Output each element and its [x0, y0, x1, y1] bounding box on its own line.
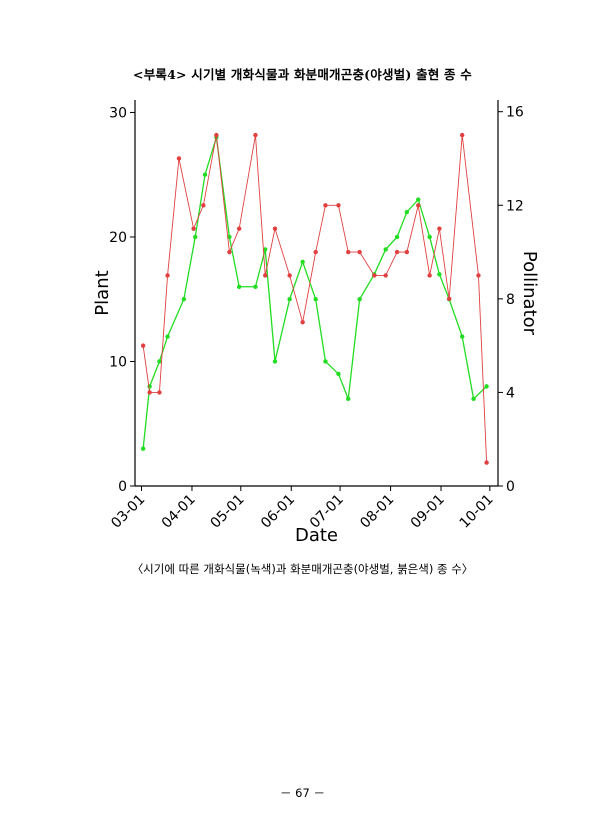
plant-point [313, 297, 318, 302]
pollinator-point [165, 273, 170, 278]
plot-area [140, 132, 489, 465]
plant-point [165, 334, 170, 339]
plant-point [471, 396, 476, 402]
y-tick-label-left: 0 [118, 479, 127, 495]
pollinator-point [346, 249, 351, 255]
plant-point [263, 247, 268, 252]
x-tick-label: 05-01 [208, 492, 248, 532]
x-tick-label: 08-01 [357, 492, 397, 532]
pollinator-point [357, 249, 362, 255]
pollinator-point [484, 460, 489, 465]
pollinator-point [404, 249, 410, 255]
plant-point [416, 197, 421, 202]
plant-point [484, 384, 489, 389]
pollinator-point [446, 296, 452, 302]
plant-point [253, 284, 258, 289]
plant-series-line [142, 137, 488, 449]
page-number: － 67 － [280, 786, 325, 800]
pollinator-point [383, 273, 388, 278]
plant-point [202, 172, 208, 177]
pollinator-point [272, 226, 278, 231]
pollinator-point [287, 273, 292, 278]
pollinator-point [253, 132, 258, 138]
pollinator-point [313, 249, 318, 255]
plant-point [383, 247, 388, 252]
y-tick-label-right: 16 [506, 105, 524, 121]
x-axis-label: Date [295, 525, 338, 546]
pollinator-point [191, 226, 196, 231]
plant-point [236, 284, 242, 289]
plant-point [459, 334, 465, 339]
plant-point [181, 297, 187, 302]
pollinator-point [427, 273, 432, 278]
plant-point [157, 359, 162, 364]
pollinator-point [416, 203, 421, 208]
x-tick-label: 04-01 [159, 492, 199, 532]
plant-point [437, 272, 442, 277]
x-tick-label: 09-01 [408, 492, 448, 532]
y-tick-label-right: 12 [506, 198, 524, 214]
y-tick-label-right: 4 [506, 385, 515, 401]
x-tick-label: 06-01 [258, 492, 298, 532]
y-axis-label-right: Pollinator [519, 251, 540, 336]
x-tick-label: 10-01 [457, 492, 497, 532]
pollinator-point [236, 226, 242, 231]
pollinator-point [263, 273, 268, 278]
pollinator-point [372, 273, 377, 278]
pollinator-point [476, 273, 481, 278]
pollinator-point [323, 203, 328, 208]
plant-point [287, 297, 292, 302]
plant-point [336, 371, 341, 377]
pollinator-point [176, 156, 182, 161]
plant-point [300, 259, 305, 265]
plant-point [323, 359, 328, 364]
pollinator-point [336, 203, 341, 208]
pollinator-point [459, 132, 465, 138]
plant-point [140, 446, 146, 451]
pollinator-point [147, 390, 152, 395]
plant-point [357, 297, 362, 302]
pollinator-point [201, 203, 206, 208]
plant-point [427, 234, 432, 240]
x-tick-label: 03-01 [108, 492, 148, 532]
plant-point [147, 384, 152, 389]
plant-point [394, 234, 400, 240]
plant-point [227, 234, 232, 240]
pollinator-point [394, 249, 400, 255]
figure-caption: 〈시기에 따른 개화식물(녹색)과 화분매개곤충(야생벌, 붉은색) 종 수〉 [131, 562, 474, 576]
plant-point [193, 234, 198, 240]
pollinator-point [227, 249, 232, 255]
plant-point [404, 209, 410, 215]
y-tick-label-left: 10 [109, 354, 127, 370]
pollinator-point [214, 132, 219, 138]
page-title: <부록4> 시기별 개화식물과 화분매개곤충(야생벌) 출현 종 수 [133, 67, 472, 82]
pollinator-point [157, 390, 162, 395]
plant-point [272, 359, 278, 364]
pollinator-point [437, 226, 442, 231]
y-axis-label-left: Plant [92, 270, 113, 315]
y-tick-label-right: 0 [506, 479, 515, 495]
y-tick-label-left: 20 [109, 230, 127, 246]
pollinator-point [140, 343, 146, 348]
plant-point [346, 396, 351, 402]
pollinator-point [300, 320, 305, 325]
y-tick-label-left: 30 [109, 105, 127, 121]
y-tick-label-right: 8 [506, 292, 515, 308]
